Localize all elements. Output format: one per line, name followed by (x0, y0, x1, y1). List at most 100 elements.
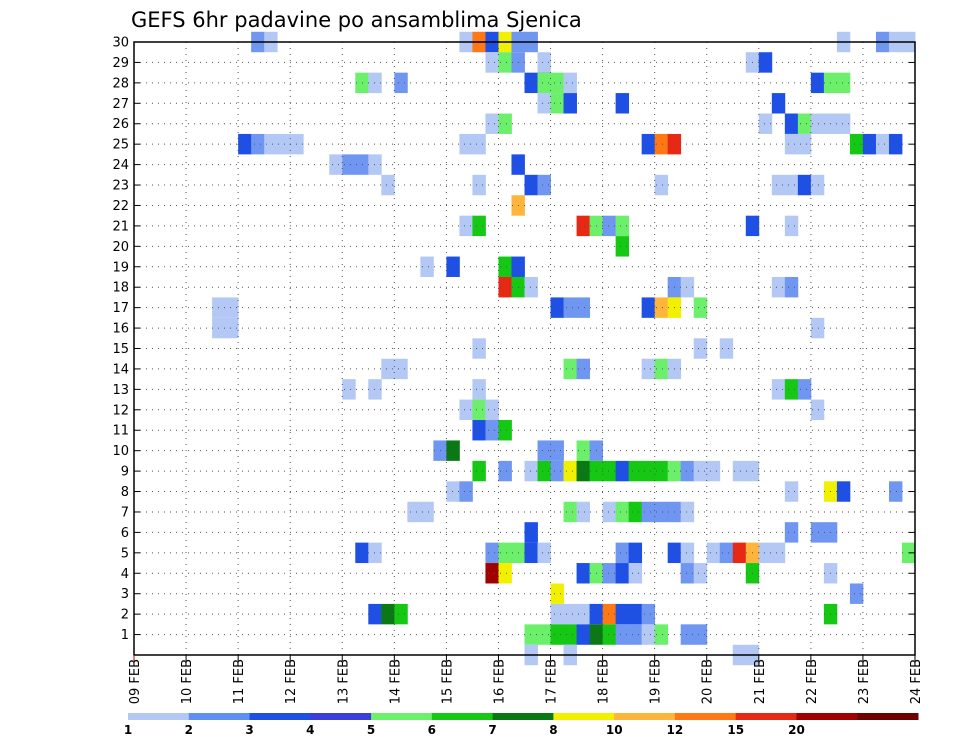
y-tick-label: 21 (112, 219, 129, 234)
heatmap-cell (368, 603, 382, 625)
heatmap-cell (524, 624, 538, 645)
heatmap-cell (680, 276, 695, 298)
heatmap-cell (524, 542, 538, 564)
heatmap-cell (394, 72, 408, 94)
heatmap-cell (888, 133, 903, 155)
legend-label: 8 (549, 723, 557, 737)
heatmap-cell (524, 276, 538, 298)
heatmap-cell (602, 563, 617, 584)
x-tick-label: 23 FEB (857, 659, 872, 704)
heatmap-cell (771, 276, 786, 298)
legend-swatch (674, 713, 737, 720)
x-tick-label: 24 FEB (909, 659, 924, 704)
x-tick-label: 22 FEB (805, 659, 820, 704)
heatmap-cell (576, 358, 590, 380)
x-tick-label: 11 FEB (232, 659, 247, 704)
heatmap-cell (563, 501, 577, 523)
heatmap-cell (654, 358, 669, 380)
x-tick-label: 13 FEB (336, 659, 351, 704)
heatmap-cell (576, 460, 590, 482)
y-tick-label: 29 (112, 56, 129, 71)
heatmap-cell (524, 460, 538, 482)
heatmap-cell (459, 481, 473, 502)
heatmap-cell (563, 358, 577, 380)
heatmap-cell (420, 501, 434, 523)
heatmap-cell (446, 440, 460, 461)
heatmap-cell (888, 481, 903, 502)
heatmap-cell (576, 501, 590, 523)
legend-label: 3 (245, 723, 253, 737)
heatmap-cell (446, 481, 460, 502)
heatmap-cell (498, 460, 512, 482)
y-tick-label: 14 (112, 362, 129, 377)
heatmap-cell (641, 297, 656, 318)
heatmap-cell (459, 399, 473, 421)
heatmap-cell (472, 133, 486, 155)
heatmap-cell (368, 154, 382, 175)
y-tick-label: 19 (112, 260, 129, 275)
heatmap-cell (537, 624, 551, 645)
y-tick-label: 18 (112, 281, 129, 296)
heatmap-cell (784, 522, 799, 543)
legend-swatch (492, 713, 554, 720)
heatmap-cell (407, 501, 421, 523)
legend-label: 1 (124, 723, 132, 737)
heatmap-cell (719, 338, 734, 359)
color-legend: 1 2 3 4 5 6 7 8 10 12 15 20 (124, 713, 919, 737)
heatmap-cell (498, 113, 512, 134)
heatmap-cell (537, 542, 551, 564)
heatmap-cell (784, 215, 799, 237)
heatmap-cell (771, 379, 786, 400)
heatmap-cell (758, 542, 773, 564)
legend-label: 12 (667, 723, 684, 737)
heatmap-cell (615, 603, 630, 625)
heatmap-cell (225, 297, 239, 318)
legend-label: 7 (488, 723, 496, 737)
heatmap-cell (875, 133, 890, 155)
heatmap-cell (251, 133, 265, 155)
heatmap-cells (212, 31, 916, 666)
legend-swatch (431, 713, 494, 720)
heatmap-cell (485, 420, 499, 441)
heatmap-cell (264, 133, 278, 155)
x-tick-label: 21 FEB (753, 659, 768, 704)
heatmap-cell (485, 52, 499, 73)
heatmap-cell (576, 603, 590, 625)
y-tick-label: 8 (121, 485, 129, 500)
x-tick-label: 15 FEB (440, 659, 455, 704)
heatmap-cell (693, 338, 708, 359)
legend-label: 20 (788, 723, 805, 737)
heatmap-cell (758, 52, 773, 73)
heatmap-cell (836, 113, 851, 134)
heatmap-cell (277, 133, 291, 155)
heatmap-cell (797, 133, 812, 155)
y-tick-label: 30 (112, 36, 129, 51)
heatmap-cell (628, 460, 643, 482)
y-tick-label: 12 (112, 403, 129, 418)
heatmap-cell (329, 154, 343, 175)
heatmap-cell (498, 542, 512, 564)
y-tick-label: 22 (112, 199, 129, 214)
heatmap-cell (641, 460, 656, 482)
y-tick-label: 23 (112, 179, 129, 194)
heatmap-cell (771, 174, 786, 196)
heatmap-cell (576, 297, 590, 318)
heatmap-cell (628, 542, 643, 564)
heatmap-cell (524, 522, 538, 543)
y-tick-label: 13 (112, 383, 129, 398)
heatmap-cell (472, 379, 486, 400)
heatmap-cell (472, 420, 486, 441)
heatmap-cell (563, 93, 577, 114)
heatmap-cell (368, 542, 382, 564)
heatmap-cell (381, 603, 395, 625)
heatmap-cell (784, 133, 799, 155)
heatmap-cell (732, 460, 747, 482)
heatmap-cell (602, 603, 617, 625)
heatmap-cell (641, 501, 656, 523)
heatmap-cell (537, 174, 551, 196)
heatmap-cell (537, 93, 551, 114)
heatmap-cell (615, 93, 630, 114)
heatmap-cell (355, 154, 369, 175)
heatmap-cell (641, 603, 656, 625)
